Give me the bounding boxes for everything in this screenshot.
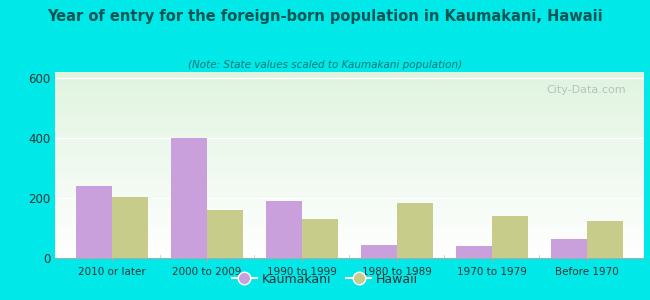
- Bar: [586, 220, 623, 258]
- Text: (Note: State values scaled to Kaumakani population): (Note: State values scaled to Kaumakani …: [188, 60, 462, 70]
- Bar: [171, 138, 207, 258]
- Bar: [302, 219, 338, 258]
- Bar: [491, 216, 528, 258]
- Bar: [551, 238, 586, 258]
- Bar: [396, 203, 433, 258]
- Bar: [361, 244, 396, 258]
- Bar: [266, 201, 302, 258]
- Legend: Kaumakani, Hawaii: Kaumakani, Hawaii: [227, 268, 423, 291]
- Bar: [207, 210, 243, 258]
- Text: Year of entry for the foreign-born population in Kaumakani, Hawaii: Year of entry for the foreign-born popul…: [47, 9, 603, 24]
- Bar: [112, 196, 148, 258]
- Bar: [76, 186, 112, 258]
- Bar: [456, 246, 491, 258]
- Text: City-Data.com: City-Data.com: [546, 85, 626, 95]
